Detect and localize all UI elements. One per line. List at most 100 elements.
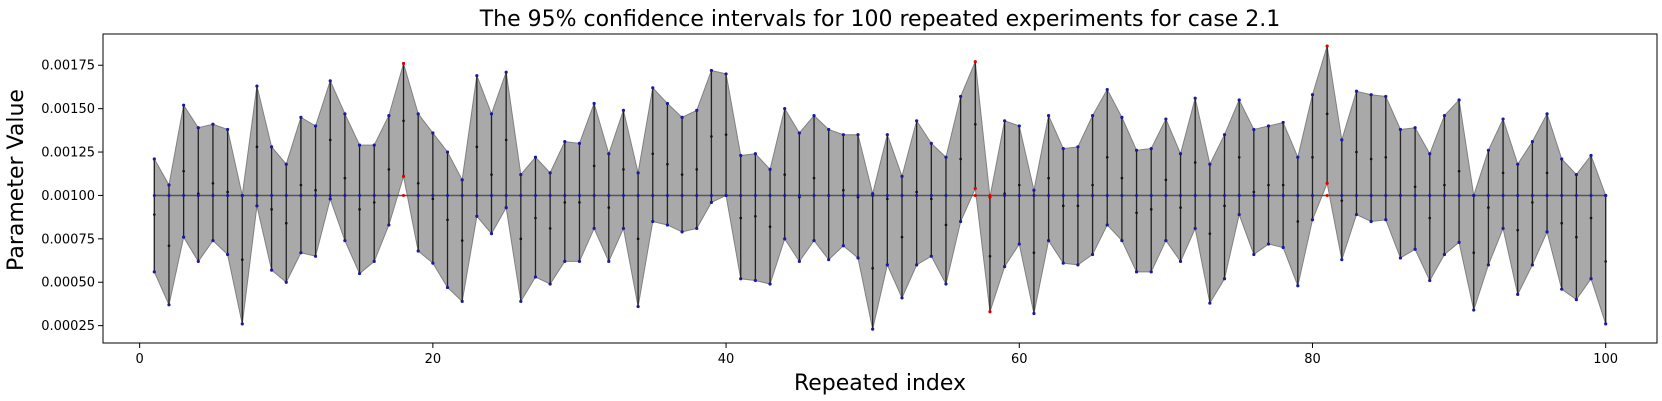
upper-point [504,70,508,74]
lower-point [1428,278,1432,283]
lower-point [196,259,200,264]
x-tick-label: 80 [1304,352,1321,367]
lower-point [313,254,318,258]
upper-point [1340,138,1344,142]
estimate-point [1223,204,1226,208]
true-value-point [592,193,596,197]
upper-point [753,152,757,156]
upper-point [665,101,670,106]
estimate-point [270,208,273,211]
upper-point [651,86,655,90]
true-value-point [1208,193,1212,197]
true-value-point [226,193,230,197]
lower-point [680,230,684,234]
estimate-point [1369,157,1373,161]
upper-point [827,127,831,132]
lower-point [1413,247,1417,251]
lower-point [182,235,186,239]
estimate-point [1325,112,1329,116]
upper-point [182,103,186,107]
lower-point [240,322,244,326]
estimate-point [988,254,992,258]
lower-point [1325,181,1329,185]
estimate-point [328,138,332,142]
upper-point [255,84,259,88]
upper-point [680,115,684,119]
upper-point [1120,115,1124,119]
lower-point [885,263,889,267]
estimate-point [563,201,567,204]
true-value-point [753,193,757,197]
estimate-point [402,119,405,123]
lower-point [1516,292,1520,296]
upper-point [475,74,479,78]
true-value-point [299,193,303,197]
lower-point [1222,277,1227,281]
true-value-point [973,193,977,197]
points-layer [152,44,1608,331]
lower-point [651,219,655,224]
true-value-point [783,193,787,197]
lower-point [167,303,171,307]
estimate-point [1340,199,1344,202]
estimate-point [842,188,845,192]
true-value-point [988,193,992,197]
lower-point [856,256,860,260]
upper-point [636,171,640,175]
true-value-point [1105,193,1109,197]
true-value-point [328,193,332,197]
true-value-point [431,193,435,197]
estimate-point [211,181,215,185]
lower-point [695,226,699,231]
true-value-point [709,193,713,197]
true-value-point [1354,193,1358,197]
true-value-point [1267,193,1270,197]
estimate-point [651,152,655,156]
lower-point [152,270,156,274]
y-axis: 0.00025 0.00050 0.00075 0.00100 0.00125 0.001… [41,59,103,334]
y-tick-label: 0.00150 [41,102,95,117]
y-tick-label: 0.00050 [41,276,95,291]
estimate-point [475,145,479,149]
lower-point [269,268,274,272]
plot-frame [102,33,1658,344]
estimate-point [1267,183,1270,187]
lower-point [533,275,538,279]
upper-point [269,145,274,149]
true-value-point [915,193,919,197]
lower-point [1003,265,1007,269]
true-value-point [1061,193,1065,197]
upper-point [1428,152,1432,156]
upper-point [1090,113,1095,118]
true-value-point [768,193,772,197]
upper-point [856,133,860,137]
true-value-point [211,193,215,197]
upper-point [900,174,904,178]
lower-point [1193,226,1197,231]
true-value-point [959,193,963,197]
lower-point [577,259,582,264]
x-axis: 0 20 40 60 80 100 [136,343,1618,367]
true-value-point [1369,193,1373,197]
lower-point [665,223,670,227]
lower-point [1120,238,1124,243]
lower-point [636,304,640,309]
true-value-point [636,193,640,197]
estimate-point [372,201,376,204]
true-value-point [841,193,845,197]
estimate-point [446,218,449,222]
true-value-point [1530,193,1534,197]
upper-point [1134,148,1139,152]
lower-point [1574,298,1578,302]
estimate-point [871,267,874,270]
x-tick-label: 60 [1011,352,1028,367]
lower-point [387,223,391,227]
true-value-point [900,193,904,197]
true-value-point [270,193,274,197]
estimate-point [944,223,948,227]
upper-point [1178,152,1183,156]
estimate-point [255,145,259,149]
x-tick-label: 100 [1593,352,1618,367]
upper-point [1076,145,1080,149]
lower-point [211,238,215,243]
